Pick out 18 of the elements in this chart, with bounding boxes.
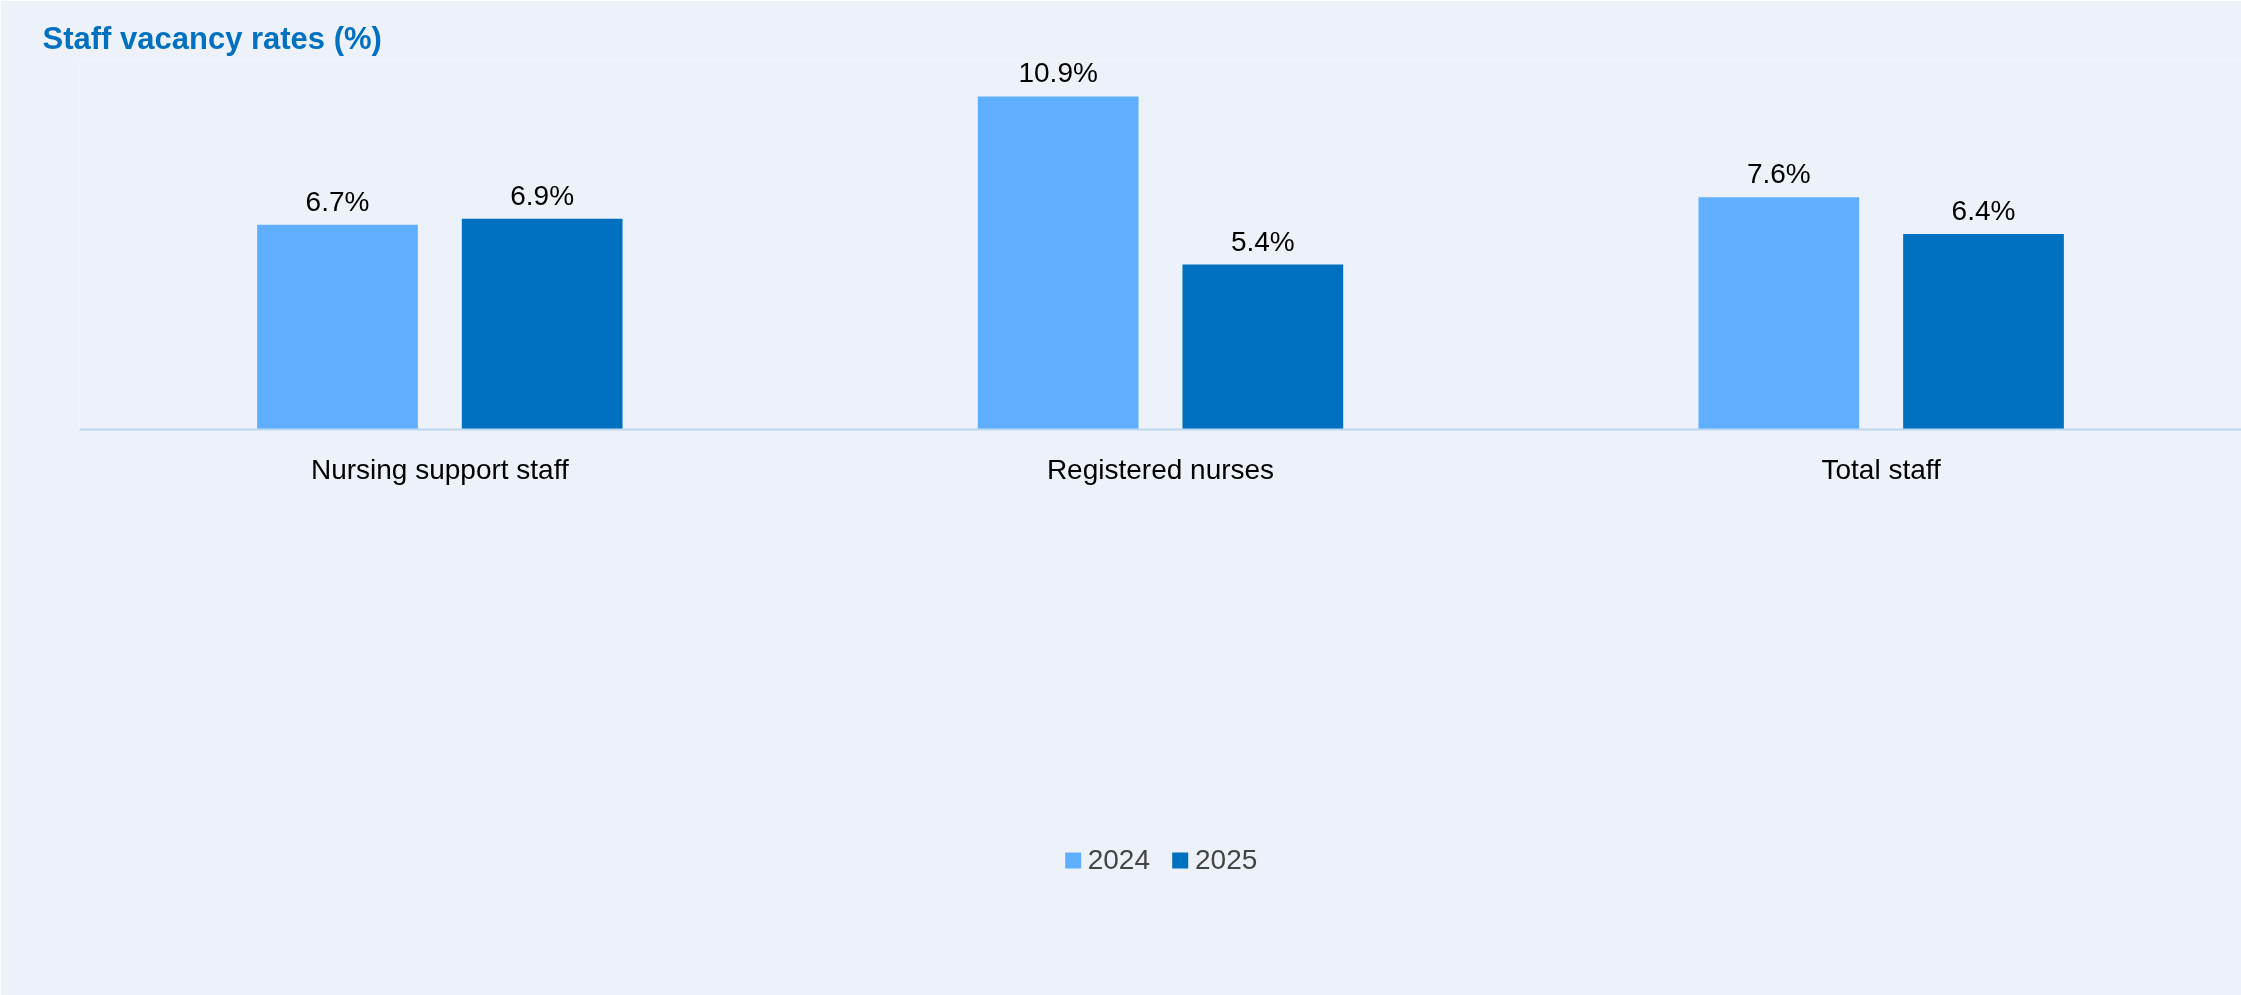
x-tick-label: Registered nurses (1046, 453, 1275, 485)
x-tick-label: Nursing support staff (310, 453, 569, 485)
legend-label: 2024 (1087, 844, 1150, 876)
data-label: 5.4% (1230, 225, 1295, 257)
chart-title: Staff vacancy rates (%) (42, 20, 382, 56)
data-label: 6.7% (305, 185, 370, 217)
bar (1698, 197, 1860, 430)
bar (257, 224, 418, 430)
data-label: 7.6% (1746, 158, 1811, 190)
data-label: 6.4% (1951, 194, 2016, 226)
data-label: 10.9% (1018, 57, 1098, 89)
bar (1182, 264, 1344, 430)
bar (1903, 233, 2064, 430)
x-tick-label: Total staff (1821, 453, 1942, 485)
bar (977, 96, 1139, 430)
bar (461, 218, 623, 430)
data-label: 6.9% (510, 179, 575, 211)
legend-label: 2025 (1195, 844, 1258, 876)
